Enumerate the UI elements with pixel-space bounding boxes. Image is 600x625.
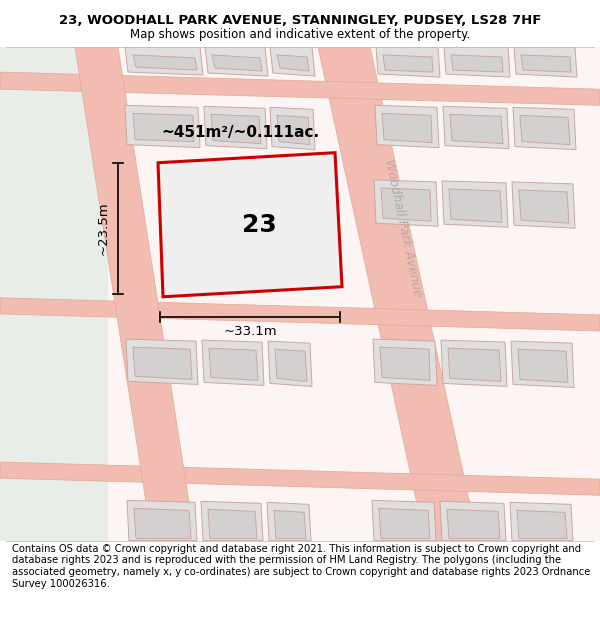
- Polygon shape: [209, 348, 258, 381]
- Polygon shape: [201, 501, 263, 541]
- Polygon shape: [318, 47, 478, 541]
- Polygon shape: [376, 47, 440, 77]
- Polygon shape: [442, 181, 508, 228]
- Polygon shape: [125, 47, 203, 75]
- Polygon shape: [450, 114, 503, 144]
- Polygon shape: [372, 501, 436, 541]
- Polygon shape: [380, 347, 430, 381]
- Polygon shape: [125, 106, 200, 148]
- Polygon shape: [443, 106, 509, 149]
- Polygon shape: [75, 47, 195, 541]
- Text: Map shows position and indicative extent of the property.: Map shows position and indicative extent…: [130, 28, 470, 41]
- Polygon shape: [0, 72, 600, 106]
- Text: Contains OS data © Crown copyright and database right 2021. This information is : Contains OS data © Crown copyright and d…: [12, 544, 590, 589]
- Polygon shape: [274, 511, 306, 539]
- Polygon shape: [277, 116, 310, 144]
- Polygon shape: [382, 113, 432, 142]
- Text: 23, WOODHALL PARK AVENUE, STANNINGLEY, PUDSEY, LS28 7HF: 23, WOODHALL PARK AVENUE, STANNINGLEY, P…: [59, 14, 541, 27]
- Text: ~23.5m: ~23.5m: [97, 201, 110, 255]
- Polygon shape: [511, 341, 574, 388]
- Text: ~33.1m: ~33.1m: [223, 325, 277, 338]
- Polygon shape: [441, 340, 507, 386]
- Polygon shape: [268, 341, 312, 386]
- Polygon shape: [449, 189, 502, 222]
- Polygon shape: [202, 340, 264, 386]
- Polygon shape: [127, 501, 197, 541]
- Text: 23: 23: [242, 213, 277, 237]
- Polygon shape: [513, 107, 576, 149]
- Polygon shape: [212, 55, 262, 71]
- Polygon shape: [133, 55, 197, 70]
- Polygon shape: [448, 348, 501, 381]
- Polygon shape: [375, 106, 439, 148]
- Bar: [0, 47, 108, 541]
- Polygon shape: [134, 508, 191, 539]
- Polygon shape: [519, 190, 569, 223]
- Polygon shape: [204, 106, 267, 149]
- Polygon shape: [510, 503, 573, 541]
- Polygon shape: [270, 47, 315, 76]
- Bar: [108, 47, 600, 541]
- Polygon shape: [520, 116, 570, 144]
- Polygon shape: [158, 152, 342, 297]
- Polygon shape: [373, 339, 437, 386]
- Polygon shape: [374, 180, 438, 226]
- Polygon shape: [270, 107, 315, 149]
- Polygon shape: [133, 347, 192, 379]
- Polygon shape: [126, 339, 198, 384]
- Polygon shape: [379, 508, 430, 539]
- Polygon shape: [208, 509, 257, 539]
- Polygon shape: [518, 349, 568, 382]
- Polygon shape: [521, 55, 571, 72]
- Polygon shape: [440, 501, 506, 541]
- Polygon shape: [275, 349, 307, 381]
- Polygon shape: [267, 503, 311, 541]
- Polygon shape: [514, 47, 577, 77]
- Polygon shape: [0, 462, 600, 495]
- Text: ~451m²/~0.111ac.: ~451m²/~0.111ac.: [161, 124, 319, 139]
- Polygon shape: [451, 55, 503, 72]
- Polygon shape: [517, 511, 567, 539]
- Polygon shape: [211, 114, 261, 144]
- Polygon shape: [133, 113, 194, 142]
- Polygon shape: [383, 55, 433, 72]
- Polygon shape: [444, 47, 510, 77]
- Polygon shape: [205, 47, 268, 76]
- Text: Woodhall Park Avenue: Woodhall Park Avenue: [382, 158, 424, 298]
- Polygon shape: [0, 298, 600, 331]
- Polygon shape: [512, 182, 575, 228]
- Polygon shape: [381, 188, 431, 221]
- Polygon shape: [277, 55, 309, 71]
- Polygon shape: [447, 509, 500, 539]
